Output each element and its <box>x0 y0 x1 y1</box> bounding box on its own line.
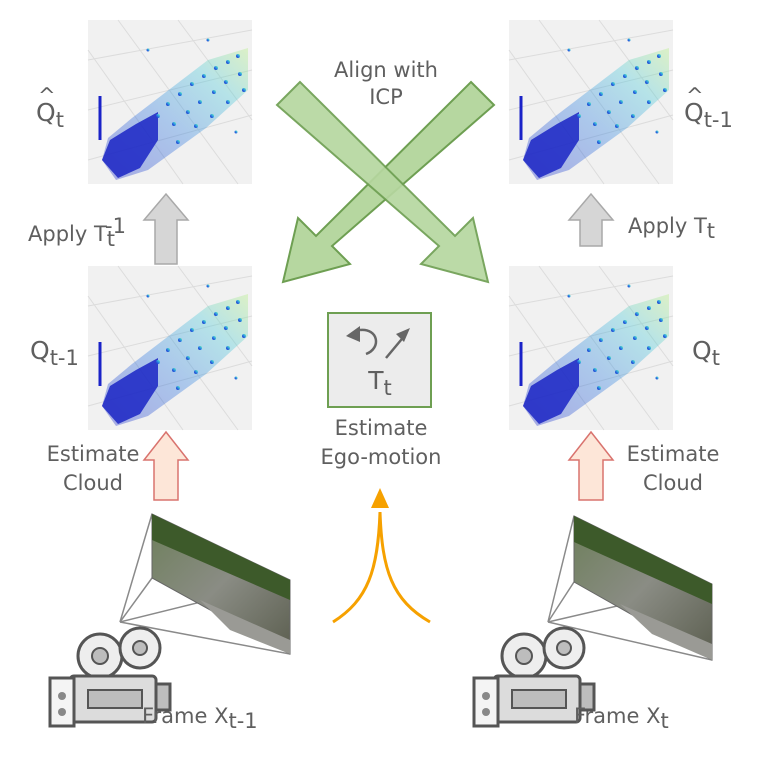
node-q-t: Qt <box>692 336 720 370</box>
point-cloud-q-t <box>507 264 675 432</box>
point-cloud-q-hat-t-minus-1 <box>507 18 675 186</box>
node-q-t-minus-1: Qt-1 <box>30 336 79 370</box>
node-q-hat-t: Qt <box>36 98 64 132</box>
apply-label: Apply Tt <box>628 214 716 244</box>
node-q-hat-t-minus-1: Qt-1 <box>684 98 733 132</box>
align-label: Align with ICP <box>334 58 438 109</box>
estimate-cloud-right-label: Estimate Cloud <box>626 442 720 495</box>
point-cloud-q-hat-t <box>86 18 254 186</box>
frame-left-label: Frame Xt-1 <box>142 704 258 734</box>
ego-motion-arrow <box>332 511 431 624</box>
estimate-cloud-left-label: Estimate Cloud <box>46 442 140 495</box>
align-arrow-left-to-right <box>275 80 490 284</box>
video-frame-left <box>151 513 291 655</box>
hat-mark-q-t-minus-1: ^ <box>686 84 704 108</box>
estimate-cloud-left-arrow <box>142 430 190 501</box>
apply-inverse-arrow <box>142 192 190 265</box>
node-transform: Tt <box>368 366 392 400</box>
estimate-cloud-right-arrow <box>567 430 615 501</box>
transform-box <box>327 312 432 408</box>
estimate-ego-label: Estimate Ego-motion <box>320 416 442 469</box>
ego-motion-arrowhead <box>371 488 389 508</box>
hat-mark-q-t: ^ <box>38 84 56 108</box>
video-frame-right <box>573 515 713 661</box>
align-icp-arrows <box>275 80 496 284</box>
translation-icon <box>385 328 410 359</box>
apply-arrow <box>567 192 615 247</box>
frame-right-label: Frame Xt <box>574 704 669 734</box>
rotation-icon <box>346 326 378 356</box>
apply-inverse-label: Apply Tt-1 <box>28 214 126 252</box>
point-cloud-q-t-minus-1 <box>86 264 254 432</box>
